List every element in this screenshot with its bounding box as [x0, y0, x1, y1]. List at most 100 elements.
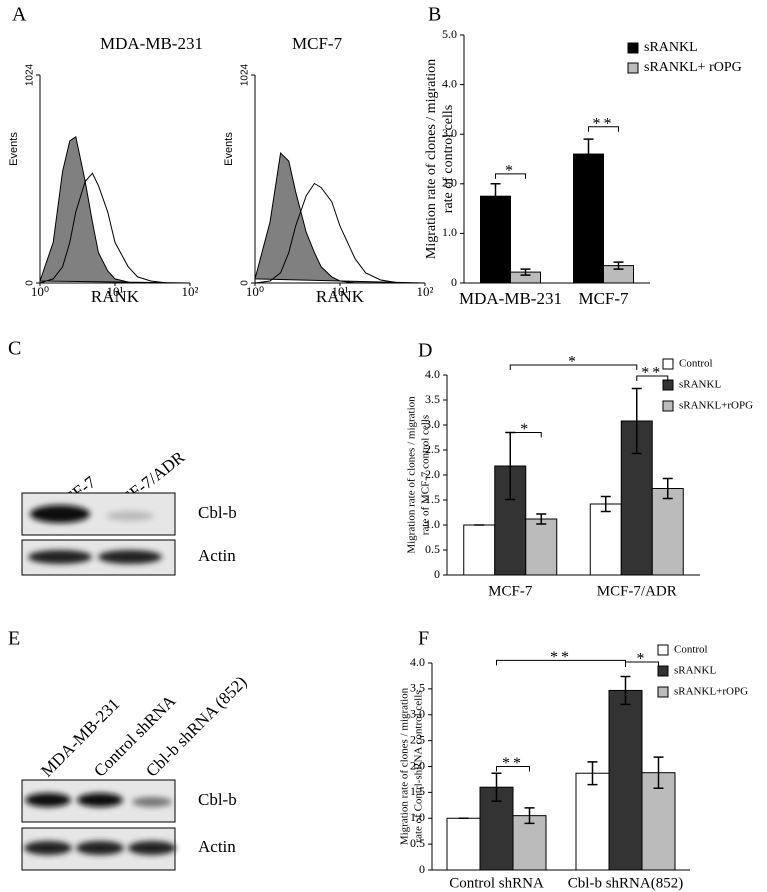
blot-band	[106, 511, 154, 521]
bar	[512, 815, 547, 871]
row-label: Actin	[198, 837, 236, 856]
y-axis-label: Migration rate of clones / migration	[399, 687, 411, 845]
y-tick-label: 1.0	[410, 810, 425, 824]
bar	[573, 153, 604, 284]
error-bar	[520, 268, 531, 276]
legend-label: sRANKL	[644, 40, 698, 55]
y-tick-label: 1024	[25, 63, 36, 86]
y-tick-label: 2.0	[442, 176, 457, 190]
y-tick-label: 4.0	[410, 655, 425, 669]
bar	[608, 689, 643, 871]
bracket	[496, 766, 530, 772]
y-tick-label: 5.0	[442, 27, 457, 41]
bracket	[495, 173, 526, 179]
y-axis-label: Events	[8, 132, 20, 166]
legend-swatch	[657, 686, 669, 698]
blot-band	[28, 550, 92, 564]
error-bar	[620, 675, 631, 706]
bar	[446, 817, 481, 871]
bar	[525, 518, 558, 576]
legend-swatch	[657, 644, 669, 656]
y-tick-label: 2.0	[425, 467, 440, 481]
error-bar	[536, 513, 547, 525]
x-tick-label: MDA-MB-231	[459, 289, 562, 308]
panel-letter: B	[428, 4, 441, 26]
row-label: Cbl-b	[198, 503, 237, 522]
y-tick-label: 3.5	[410, 681, 425, 695]
significance: **	[641, 365, 663, 382]
blot-band	[132, 797, 172, 807]
histogram-area	[254, 182, 425, 284]
y-tick-label: 2.5	[425, 442, 440, 456]
legend-label: sRANKL+rOPG	[674, 686, 748, 698]
y-tick-label: 1024	[240, 63, 251, 86]
legend-label: sRANKL+ rOPG	[644, 60, 742, 75]
y-tick-label: 1.5	[425, 492, 440, 506]
bracket	[636, 375, 669, 381]
x-tick-label: 10¹	[107, 284, 124, 299]
x-tick-label: 10⁰	[246, 284, 264, 299]
bar	[463, 524, 496, 576]
y-tick-label: 3.0	[425, 417, 440, 431]
row-label: Actin	[198, 546, 236, 565]
blot-band	[128, 841, 176, 855]
bar	[479, 786, 514, 871]
y-tick-label: 0.5	[425, 542, 440, 556]
x-tick-label: Cbl-b shRNA(852)	[568, 875, 683, 891]
panel-letter: C	[8, 338, 21, 360]
x-tick-label: 10²	[182, 284, 199, 299]
significance: *	[505, 163, 516, 180]
chart-title: MCF-7	[292, 34, 343, 53]
lane-label: Cbl-b shRNA (852)	[142, 672, 250, 780]
blot-band	[77, 793, 123, 807]
x-tick-label: MCF-7	[488, 583, 533, 599]
blot-band	[76, 841, 124, 855]
bracket	[509, 432, 542, 438]
x-tick-label: 10⁰	[31, 284, 49, 299]
bar	[589, 503, 622, 576]
y-axis-label: Events	[223, 132, 235, 166]
x-tick-label: MCF-7	[578, 289, 629, 308]
bar	[575, 772, 610, 871]
bar	[651, 488, 684, 576]
blot-band	[25, 793, 71, 807]
panel-letter: E	[8, 628, 20, 650]
legend-swatch	[662, 400, 674, 412]
y-tick-label: 0	[451, 275, 457, 289]
significance: *	[520, 421, 531, 438]
y-tick-label: 0	[240, 280, 251, 286]
legend-swatch	[662, 379, 674, 391]
error-bar	[653, 756, 664, 789]
y-axis-label: rate of control cells	[441, 105, 456, 213]
x-tick-label: Control shRNA	[449, 875, 544, 891]
legend-label: sRANKL	[674, 665, 716, 677]
histogram-area	[39, 172, 190, 284]
y-tick-label: 2.5	[410, 732, 425, 746]
y-tick-label: 3.0	[442, 126, 457, 140]
legend-label: sRANKL+rOPG	[679, 400, 753, 412]
legend-swatch	[627, 42, 639, 54]
legend-swatch	[657, 665, 669, 677]
error-bar	[491, 772, 502, 802]
y-tick-label: 1.0	[425, 517, 440, 531]
legend-label: Control	[679, 358, 713, 370]
x-tick-label: 10²	[417, 284, 434, 299]
error-bar	[587, 761, 598, 786]
y-axis-label: rate of MCF-7 control cells	[420, 415, 432, 535]
y-tick-label: 1.5	[410, 784, 425, 798]
panel-letter: F	[418, 628, 429, 650]
y-tick-label: 0.5	[410, 836, 425, 850]
error-bar	[490, 183, 501, 210]
legend-label: sRANKL	[679, 379, 721, 391]
y-tick-label: 2.0	[410, 758, 425, 772]
bar	[480, 195, 511, 284]
y-tick-label: 4.0	[442, 76, 457, 90]
legend-swatch	[662, 358, 674, 370]
error-bar	[662, 477, 673, 500]
y-tick-label: 3.5	[425, 392, 440, 406]
error-bar	[631, 387, 642, 455]
panel-letter: D	[418, 340, 432, 362]
row-label: Cbl-b	[198, 790, 237, 809]
error-bar	[600, 495, 611, 513]
